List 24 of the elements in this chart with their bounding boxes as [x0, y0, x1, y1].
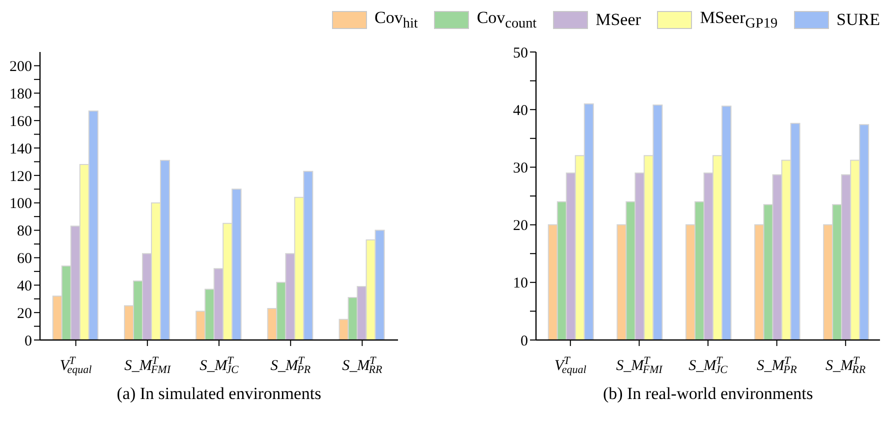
y-tick-label: 40 — [17, 278, 32, 294]
text: (b) In real-world environments — [602, 384, 814, 404]
y-tick-label: 0 — [24, 333, 32, 350]
legend-label: MSeer$_{GP19}$ — [700, 8, 778, 32]
legend-label: MSeer — [596, 10, 641, 30]
text: (a) In simulated environments — [116, 384, 322, 404]
y-tick-label: 50 — [513, 45, 528, 62]
legend-label: Cov$_{hit}$ — [374, 8, 418, 32]
legend-label: Cov$_{count}$ — [476, 8, 537, 32]
y-tick-label: 40 — [513, 102, 528, 119]
y-tick-label: 20 — [17, 306, 32, 322]
y-tick-label: 30 — [513, 160, 528, 177]
legend-label: SURE — [836, 10, 880, 30]
y-tick-label: 0 — [520, 333, 528, 350]
y-tick-label: 200 — [10, 59, 32, 76]
y-tick-label: 180 — [10, 86, 32, 102]
y-tick-label: 120 — [10, 168, 32, 185]
y-tick-label: 80 — [17, 224, 32, 240]
y-tick-label: 140 — [10, 141, 32, 158]
y-tick-label: 60 — [17, 251, 32, 268]
y-tick-label: 160 — [10, 114, 32, 130]
y-tick-label: 20 — [513, 218, 528, 234]
y-tick-label: 10 — [513, 276, 528, 292]
y-tick-label: 100 — [10, 196, 32, 212]
